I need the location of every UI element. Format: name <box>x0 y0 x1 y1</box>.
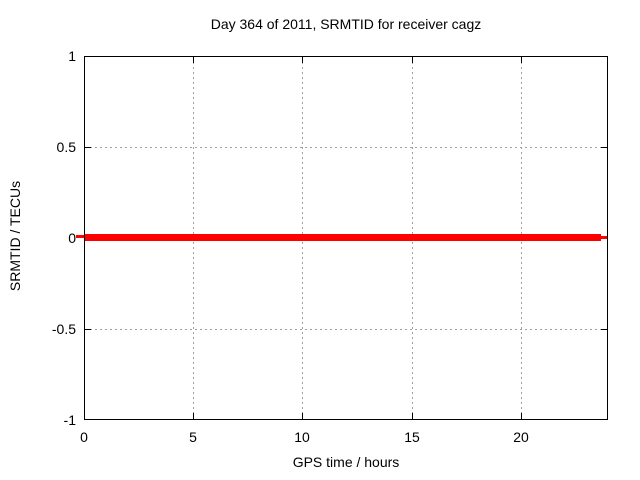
y-tick-mark <box>601 329 607 330</box>
x-tick-mark <box>302 57 303 63</box>
gridline-horizontal <box>85 147 607 148</box>
y-tick-mark <box>85 147 91 148</box>
y-tick-mark <box>601 147 607 148</box>
plot-area <box>84 56 608 420</box>
x-tick-mark <box>193 413 194 419</box>
data-series-line <box>85 234 601 241</box>
y-tick-mark <box>85 329 91 330</box>
y-tick-label: -1 <box>63 412 76 428</box>
x-axis-title: GPS time / hours <box>292 454 400 470</box>
data-series-line-start <box>76 235 84 238</box>
x-tick-mark <box>302 413 303 419</box>
x-tick-mark <box>193 57 194 63</box>
y-tick-label: -0.5 <box>51 321 76 337</box>
x-tick-mark <box>412 57 413 63</box>
y-tick-label: 0.5 <box>56 139 76 155</box>
x-tick-label: 0 <box>80 429 88 445</box>
y-tick-label: 0 <box>68 230 76 246</box>
chart-title: Day 364 of 2011, SRMTID for receiver cag… <box>210 16 482 32</box>
x-tick-label: 10 <box>294 429 310 445</box>
x-tick-mark <box>521 413 522 419</box>
y-tick-label: 1 <box>68 48 76 64</box>
x-tick-mark <box>521 57 522 63</box>
x-tick-label: 5 <box>189 429 197 445</box>
x-tick-mark <box>412 413 413 419</box>
data-series-line-end <box>601 236 607 239</box>
x-tick-label: 20 <box>513 429 529 445</box>
x-tick-label: 15 <box>404 429 420 445</box>
gridline-horizontal <box>85 329 607 330</box>
